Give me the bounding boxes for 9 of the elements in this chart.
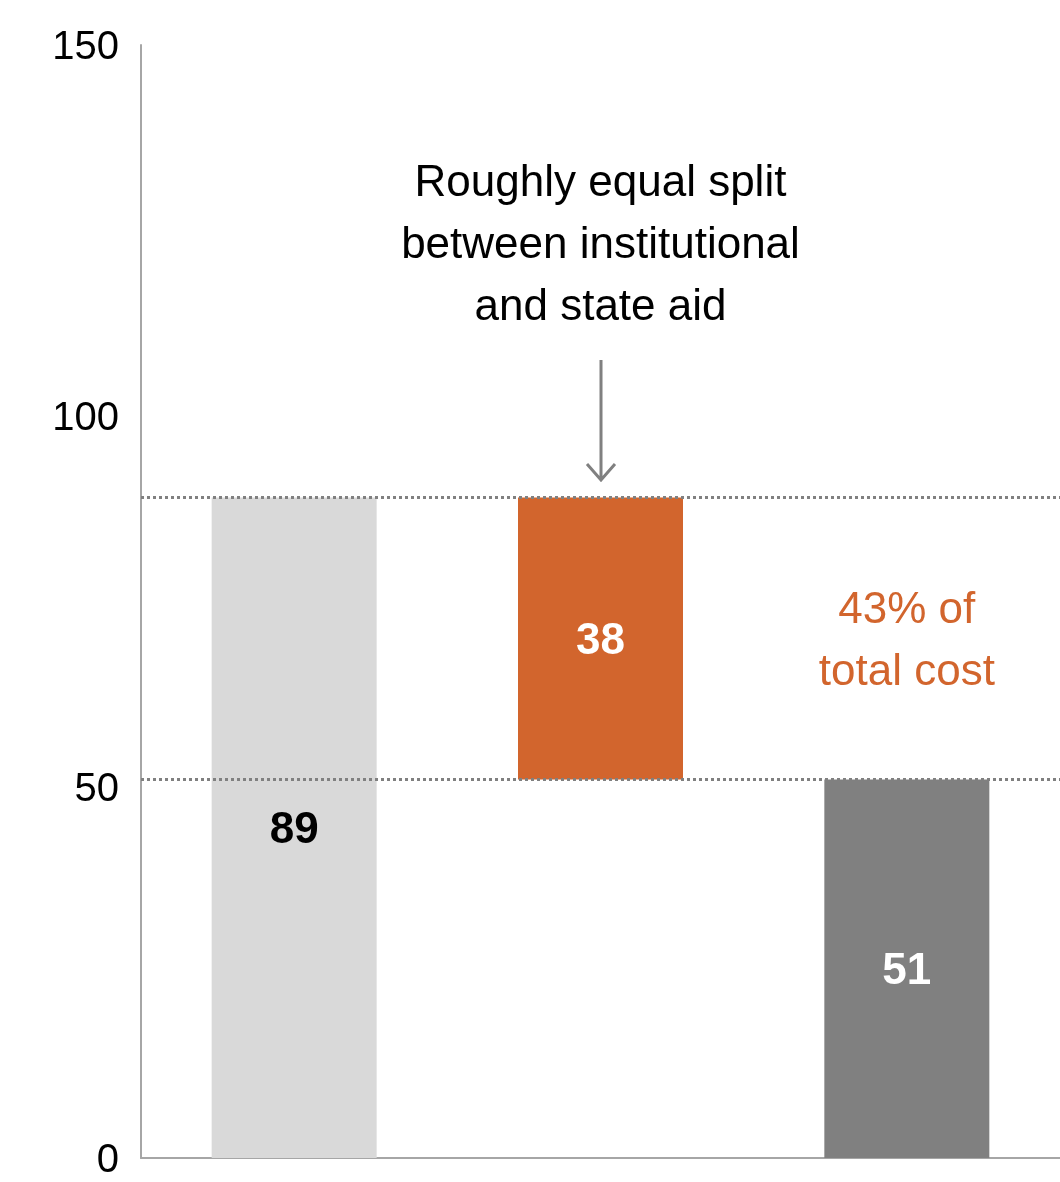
- annotation: 43% of total cost: [817, 581, 996, 696]
- y-tick-label: 0: [96, 1136, 119, 1180]
- data-label: 89: [269, 803, 319, 853]
- y-tick-label: 100: [52, 394, 119, 438]
- y-tick-label: 150: [52, 23, 119, 67]
- data-label: 38: [576, 614, 625, 664]
- y-tick-label: 50: [74, 765, 119, 809]
- data-label: 51: [882, 944, 932, 994]
- annotation: Roughly equal split between institutional and state aid: [400, 155, 801, 331]
